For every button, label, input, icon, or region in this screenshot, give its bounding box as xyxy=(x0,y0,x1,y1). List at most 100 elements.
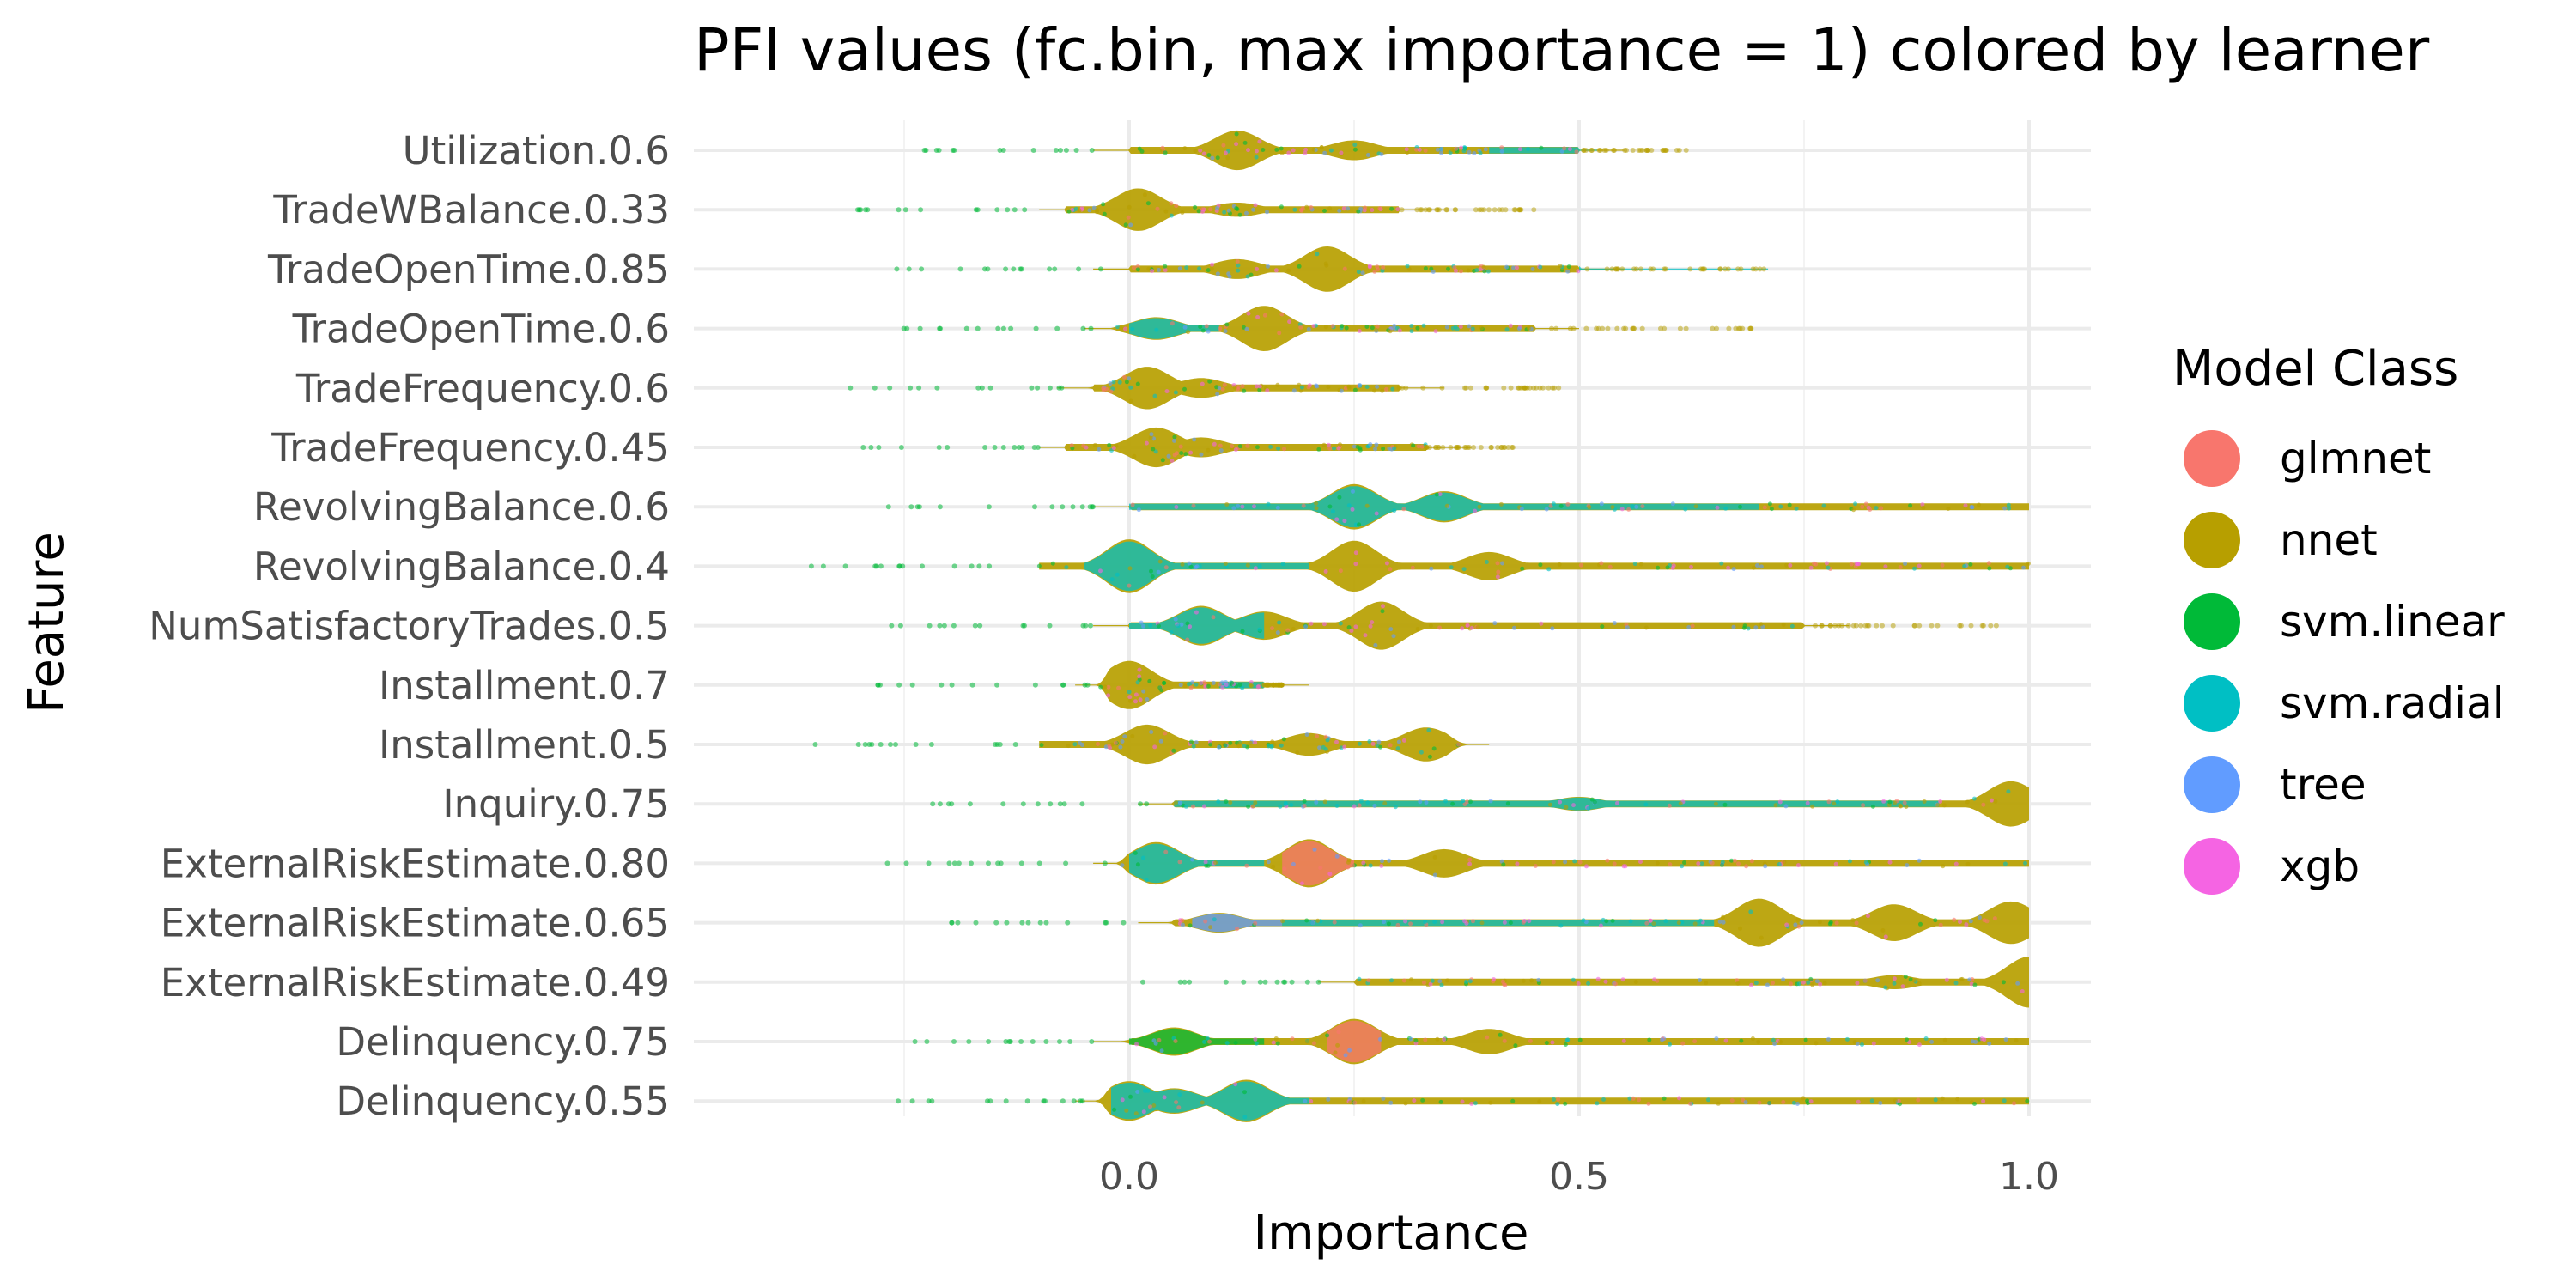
point-svm.linear xyxy=(1185,621,1190,626)
point-xgb xyxy=(1381,604,1385,609)
violin-Delinquency.0.55 xyxy=(896,1079,2030,1122)
point-tree xyxy=(1698,978,1703,982)
point-nnet xyxy=(1655,860,1660,866)
point-tree xyxy=(1199,452,1204,457)
point-nnet xyxy=(1880,928,1886,933)
point-svm.radial xyxy=(1421,323,1426,328)
point-svm.radial xyxy=(1777,862,1782,866)
point-svm.radial xyxy=(1367,739,1372,744)
point-glmnet xyxy=(1562,146,1567,151)
point-xgb xyxy=(1715,505,1720,510)
point-nnet xyxy=(1435,1036,1440,1042)
point-xgb xyxy=(1336,446,1341,451)
point-glmnet xyxy=(1121,374,1127,380)
overlay-svm.radial xyxy=(1129,486,1759,528)
y-tick-label: TradeFrequency.0.45 xyxy=(270,425,670,471)
point-glmnet xyxy=(1849,562,1854,567)
point-nnet xyxy=(1473,207,1479,213)
point-glmnet xyxy=(1423,148,1428,153)
point-tree xyxy=(1559,149,1564,154)
point-xgb xyxy=(1883,934,1888,939)
point-svm.radial xyxy=(1538,264,1543,270)
point-xgb xyxy=(1188,450,1194,455)
point-nnet xyxy=(1361,1098,1366,1103)
point-nnet xyxy=(1128,398,1133,404)
point-nnet xyxy=(1127,204,1132,210)
point-xgb xyxy=(1273,268,1279,273)
y-tick-label: RevolvingBalance.0.4 xyxy=(253,544,670,589)
point-glmnet xyxy=(1631,1096,1636,1101)
point-svm.radial xyxy=(1392,446,1397,451)
point-svm.linear xyxy=(1066,209,1072,214)
point-nnet xyxy=(1759,622,1764,627)
point-glmnet xyxy=(1282,447,1286,452)
point-glmnet xyxy=(1599,561,1604,566)
point-glmnet xyxy=(1315,733,1320,738)
point-svm.radial xyxy=(1439,982,1444,987)
point-nnet xyxy=(1935,803,1940,808)
point-tree xyxy=(1793,922,1798,927)
point-nnet xyxy=(1993,623,1999,629)
point-svm.radial xyxy=(1357,976,1362,981)
point-glmnet xyxy=(1277,331,1282,336)
point-svm.linear xyxy=(1223,743,1228,748)
point-svm.linear xyxy=(1682,860,1686,865)
point-svm.radial xyxy=(1245,274,1250,279)
point-tree xyxy=(1266,860,1271,865)
point-nnet xyxy=(1223,562,1228,567)
point-svm.linear xyxy=(1577,1037,1583,1042)
point-svm.radial xyxy=(1581,918,1586,923)
point-xgb xyxy=(1567,147,1572,151)
point-nnet xyxy=(1526,325,1531,331)
point-xgb xyxy=(1515,861,1520,866)
point-glmnet xyxy=(1323,734,1328,739)
point-xgb xyxy=(1603,979,1608,984)
point-svm.radial xyxy=(1698,918,1703,923)
point-glmnet xyxy=(1350,863,1355,868)
point-svm.linear xyxy=(868,445,874,450)
point-svm.radial xyxy=(1148,623,1153,628)
point-svm.radial xyxy=(1753,981,1759,986)
point-glmnet xyxy=(1270,626,1274,631)
point-svm.linear xyxy=(1138,801,1143,807)
point-nnet xyxy=(1323,261,1328,266)
violin-RevolvingBalance.0.6 xyxy=(885,483,2029,530)
point-nnet xyxy=(1623,325,1629,331)
point-xgb xyxy=(1671,563,1676,568)
x-axis-title: Importance xyxy=(1254,1206,1529,1261)
point-nnet xyxy=(1475,625,1480,630)
point-xgb xyxy=(1309,1099,1314,1103)
point-xgb xyxy=(1164,389,1170,394)
point-xgb xyxy=(1199,681,1204,686)
point-glmnet xyxy=(1668,862,1673,867)
y-tick-label: NumSatisfactoryTrades.0.5 xyxy=(149,604,670,649)
point-svm.linear xyxy=(1006,1039,1012,1044)
y-tick-label: TradeOpenTime.0.6 xyxy=(292,307,670,352)
point-glmnet xyxy=(1279,312,1285,317)
point-svm.radial xyxy=(1791,1100,1796,1105)
point-nnet xyxy=(1864,623,1870,629)
point-xgb xyxy=(1696,861,1701,866)
point-nnet xyxy=(1488,445,1494,450)
point-xgb xyxy=(1648,918,1653,923)
point-svm.radial xyxy=(1473,1101,1478,1106)
point-svm.linear xyxy=(1275,1041,1280,1046)
point-tree xyxy=(1314,383,1319,388)
point-xgb xyxy=(1833,861,1838,866)
point-glmnet xyxy=(1992,916,1997,921)
point-svm.linear xyxy=(1054,325,1060,331)
point-nnet xyxy=(1418,207,1424,213)
legend-key-svm.radial xyxy=(2184,675,2240,732)
point-tree xyxy=(1077,740,1082,745)
point-svm.radial xyxy=(1380,268,1385,273)
point-svm.linear xyxy=(900,563,906,569)
point-svm.radial xyxy=(1551,1097,1556,1102)
violin-TradeFrequency.0.6 xyxy=(848,367,1562,410)
point-svm.linear xyxy=(993,920,999,926)
point-nnet xyxy=(1853,623,1859,629)
point-svm.linear xyxy=(1446,266,1450,271)
point-xgb xyxy=(1162,1095,1167,1100)
point-nnet xyxy=(1662,325,1668,331)
point-nnet xyxy=(1965,861,1971,866)
point-xgb xyxy=(1462,919,1467,924)
